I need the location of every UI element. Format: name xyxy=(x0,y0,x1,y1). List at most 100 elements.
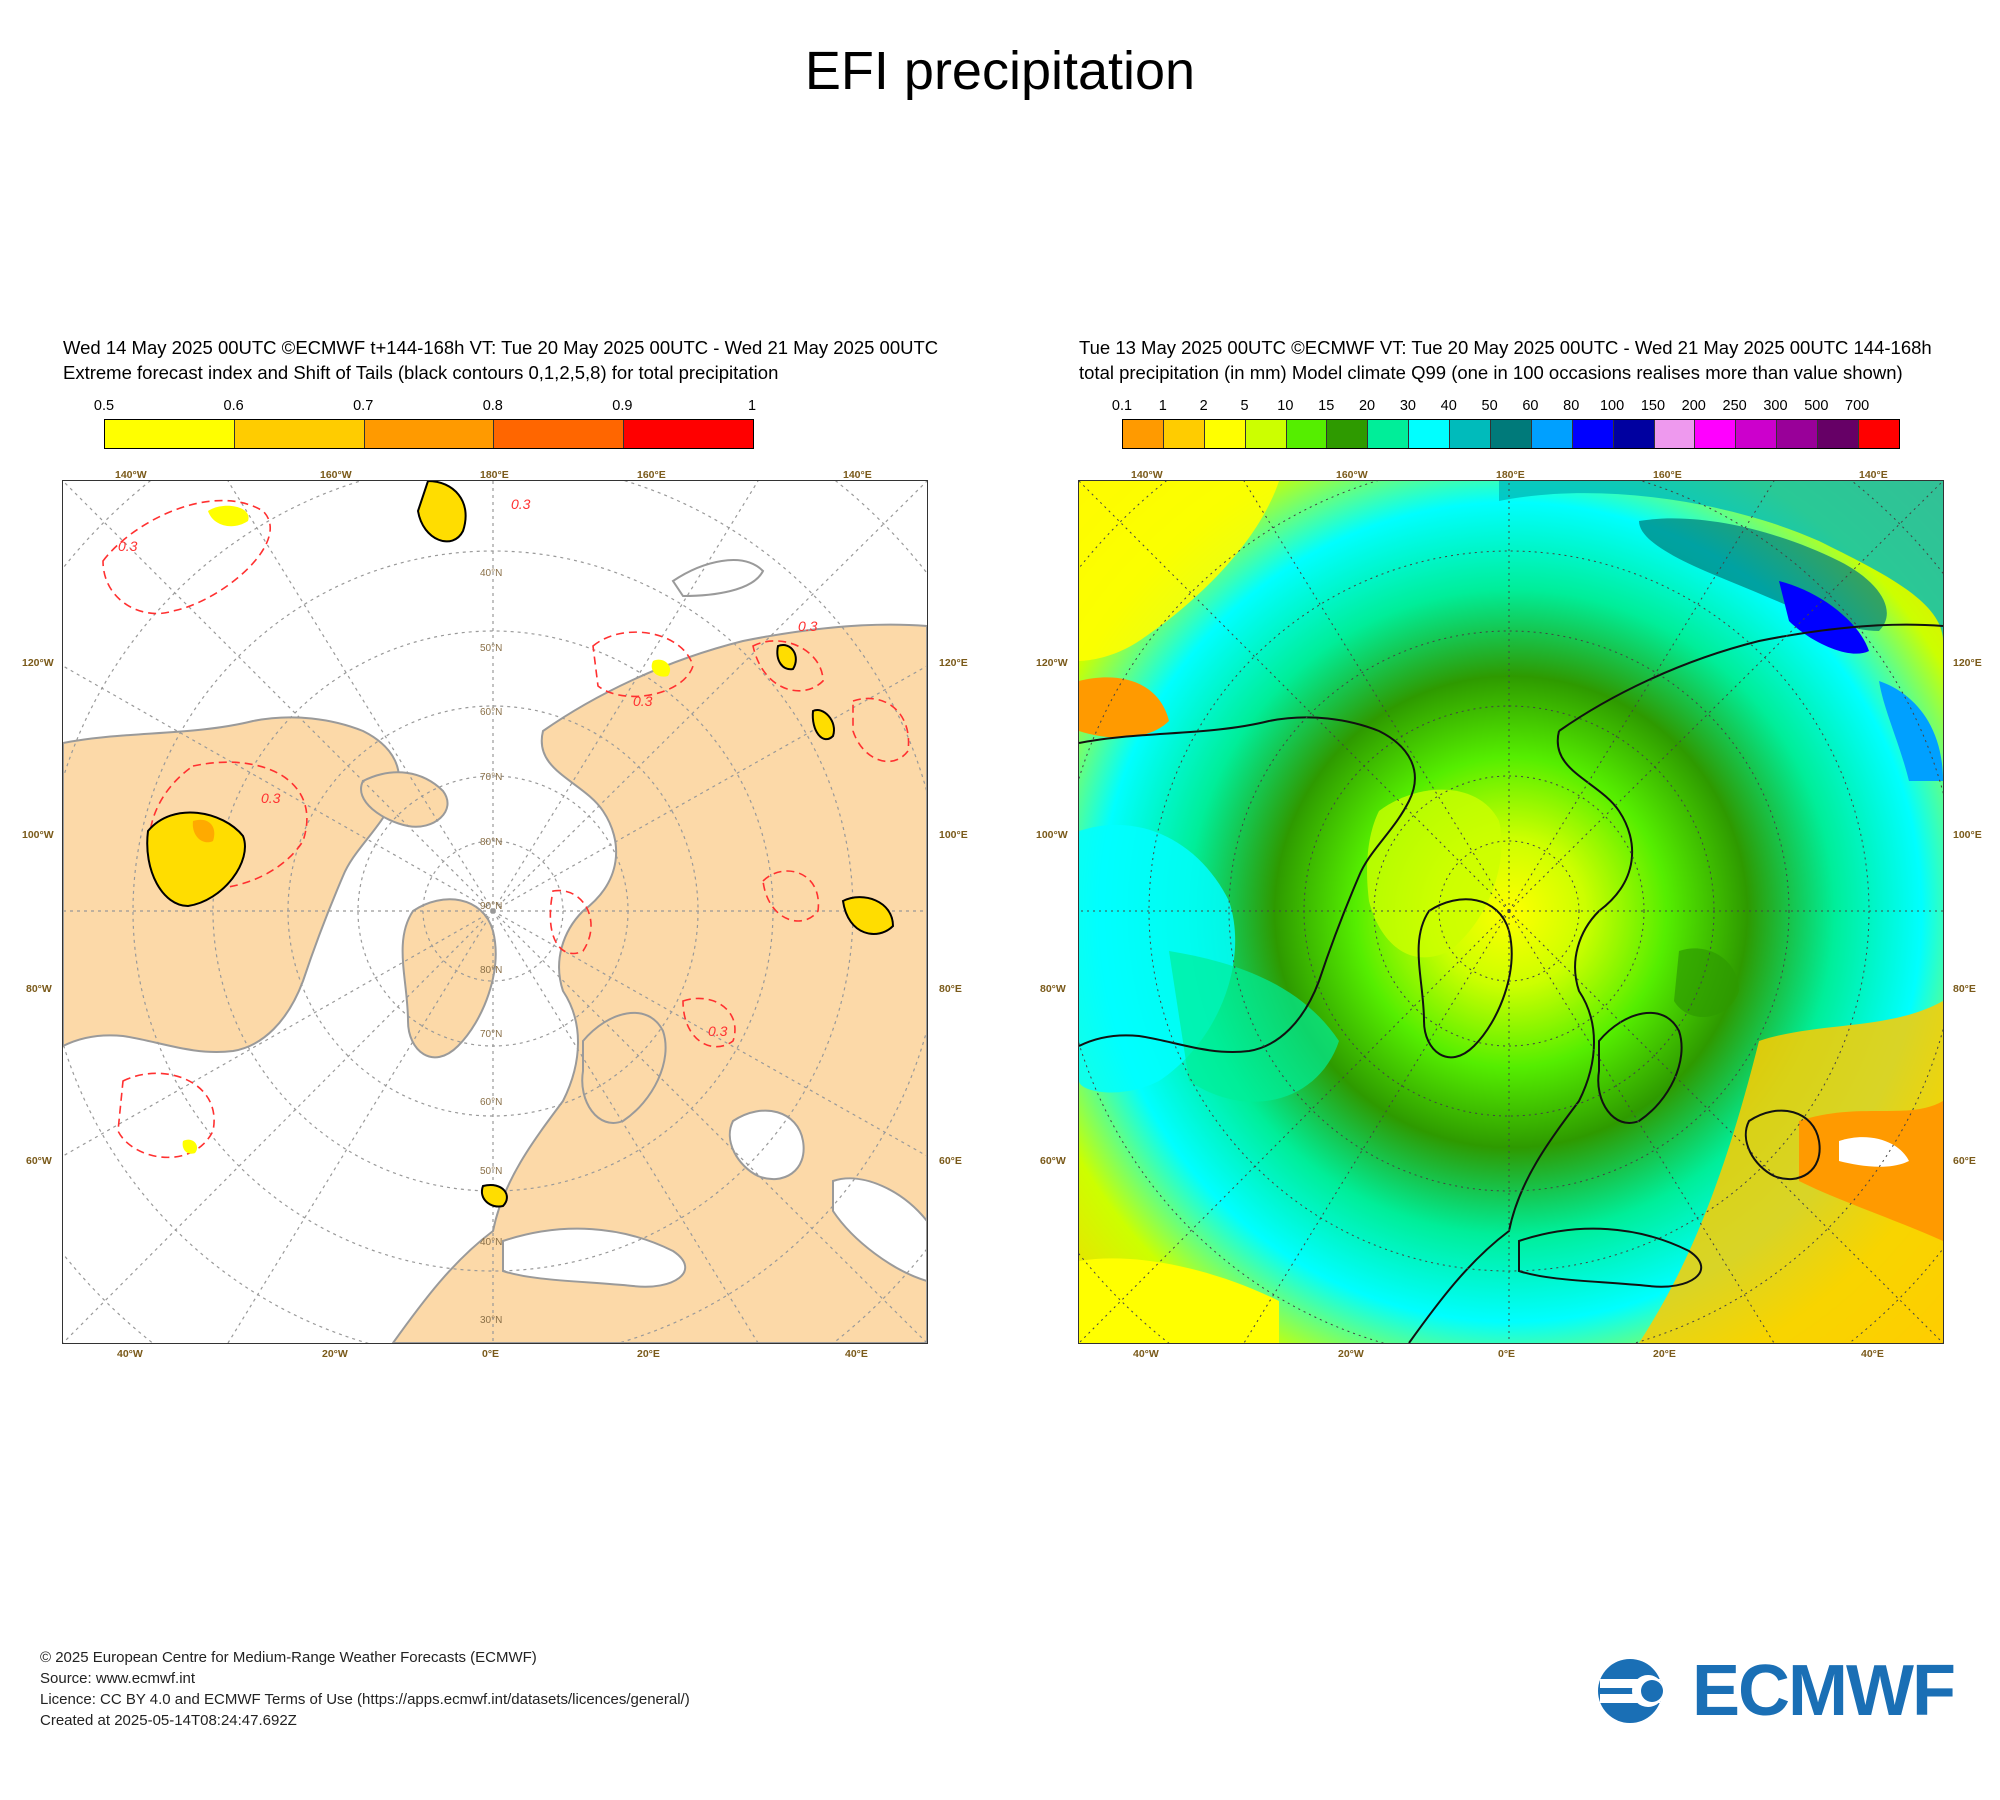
contour-label: 0.3 xyxy=(798,618,818,634)
land-scandinavia xyxy=(581,1012,667,1124)
precip-low-west xyxy=(1079,677,1169,738)
ecmwf-logo-icon xyxy=(1598,1659,1664,1723)
lon-label: 40°E xyxy=(845,1348,868,1360)
lon-label: 140°E xyxy=(843,469,872,481)
graticule-right xyxy=(1079,481,1943,1343)
colorbar-tick-label: 80 xyxy=(1563,398,1580,414)
contour-label: 0.3 xyxy=(261,790,281,806)
lon-label: 120°W xyxy=(22,657,54,669)
lon-label: 80°W xyxy=(1040,983,1066,995)
lat-label: 80°N xyxy=(480,965,503,976)
lon-label: 160°E xyxy=(1653,469,1682,481)
precip-greenland xyxy=(1367,789,1502,958)
colorbar-swatch xyxy=(234,420,365,448)
colorbar-tick-label: 250 xyxy=(1722,398,1747,414)
colorbar-tick-label: 5 xyxy=(1240,398,1249,414)
right-header-line1: Tue 13 May 2025 00UTC ©ECMWF VT: Tue 20 … xyxy=(1079,337,1932,358)
colorbar-swatch xyxy=(1572,420,1614,448)
colorbar-swatch xyxy=(1123,420,1164,448)
lon-label: 120°E xyxy=(1953,657,1982,669)
lon-label: 160°W xyxy=(320,469,352,481)
lon-label: 100°E xyxy=(939,829,968,841)
right-colorbar xyxy=(1122,419,1900,449)
contour-label: 0.3 xyxy=(118,538,138,554)
left-map[interactable]: 0.3 0.3 0.3 0.3 0.3 0.3 xyxy=(62,480,928,1344)
colorbar-tick-label: 200 xyxy=(1681,398,1706,414)
colorbar-swatch xyxy=(1409,420,1451,448)
lon-label: 40°W xyxy=(1133,1348,1159,1360)
precip-nodata-se xyxy=(1839,1137,1909,1167)
footer-copyright: © 2025 European Centre for Medium-Range … xyxy=(40,1649,537,1666)
precip-low-se xyxy=(1639,1001,1943,1343)
lon-label: 120°E xyxy=(939,657,968,669)
lat-label: 40°N xyxy=(480,1237,503,1248)
page-title: EFI precipitation xyxy=(804,41,1196,101)
colorbar-tick-label: 60 xyxy=(1522,398,1539,414)
colorbar-tick-label: 10 xyxy=(1277,398,1294,414)
lon-label: 180°E xyxy=(480,469,509,481)
colorbar-swatch xyxy=(1736,420,1778,448)
precip-pacific xyxy=(1499,481,1943,641)
contour-label: 0.3 xyxy=(633,693,653,709)
colorbar-tick-label: 1 xyxy=(747,398,757,414)
precip-max-light-blue xyxy=(1879,681,1943,781)
colorbar-swatch xyxy=(1491,420,1532,448)
right-map-svg xyxy=(1079,481,1943,1343)
colorbar-swatch xyxy=(1613,420,1655,448)
lat-label: 70°N xyxy=(480,772,503,783)
lat-label: 30°N xyxy=(480,1315,503,1326)
colorbar-swatch xyxy=(1695,420,1737,448)
lon-label: 80°E xyxy=(1953,983,1976,995)
colorbar-tick-label: 1 xyxy=(1158,398,1167,414)
precip-max-blue xyxy=(1779,581,1869,654)
lon-label: 100°E xyxy=(1953,829,1982,841)
footer-licence[interactable]: Licence: CC BY 4.0 and ECMWF Terms of Us… xyxy=(40,1691,690,1708)
precip-siberia xyxy=(1674,948,1739,1018)
colorbar-swatch xyxy=(105,420,235,448)
colorbar-swatch xyxy=(1245,420,1287,448)
lat-label: 60°N xyxy=(480,707,503,718)
colorbar-tick-label: 15 xyxy=(1318,398,1335,414)
lon-label: 140°W xyxy=(115,469,147,481)
right-map[interactable] xyxy=(1078,480,1944,1344)
lat-label: 50°N xyxy=(480,643,503,654)
colorbar-tick-label: 0.7 xyxy=(353,398,374,414)
lon-label: 140°E xyxy=(1859,469,1888,481)
left-panel-header: Wed 14 May 2025 00UTC ©ECMWF t+144-168h … xyxy=(63,335,938,385)
colorbar-swatch xyxy=(1818,420,1860,448)
land-greenland xyxy=(401,898,497,1059)
left-colorbar xyxy=(104,419,754,449)
right-colorbar-ticks: 0.1 1 2 5 10 15 20 30 40 50 60 80 100 150 200 250 300 500… xyxy=(1112,398,1902,418)
precip-low-nw xyxy=(1079,481,1279,661)
footer-source[interactable]: Source: www.ecmwf.int xyxy=(40,1670,196,1687)
contour-label: 0.3 xyxy=(511,496,531,512)
lat-label: 40°N xyxy=(480,568,503,579)
lat-label: 50°N xyxy=(480,1166,503,1177)
colorbar-tick-label: 0.9 xyxy=(612,398,633,414)
lon-label: 100°W xyxy=(22,829,54,841)
efi-contours xyxy=(102,499,910,1159)
precip-low-sw xyxy=(1079,1258,1279,1343)
lon-label: 20°E xyxy=(637,1348,660,1360)
colorbar-tick-label: 0.5 xyxy=(93,398,115,414)
colorbar-tick-label: 500 xyxy=(1804,398,1829,414)
colorbar-tick-label: 0.6 xyxy=(223,398,244,414)
colorbar-tick-label: 150 xyxy=(1640,398,1666,414)
colorbar-swatch xyxy=(1654,420,1696,448)
lon-label: 60°W xyxy=(1040,1155,1066,1167)
lon-label: 100°W xyxy=(1036,829,1068,841)
lon-label: 60°E xyxy=(939,1155,962,1167)
colorbar-tick-label: 40 xyxy=(1440,398,1457,414)
lon-label: 20°E xyxy=(1653,1348,1676,1360)
colorbar-swatch xyxy=(1163,420,1205,448)
land-north-america xyxy=(63,716,400,1053)
lat-label: 80°N xyxy=(480,837,503,848)
colorbar-tick-label: 0.8 xyxy=(482,398,503,414)
land-arctic-islands xyxy=(360,771,449,828)
coastlines xyxy=(1079,623,1943,1343)
colorbar-tick-label: 2 xyxy=(1199,398,1208,414)
lon-label: 20°W xyxy=(1338,1348,1364,1360)
lon-label: 160°E xyxy=(637,469,666,481)
lon-label: 160°W xyxy=(1336,469,1368,481)
lon-label: 80°W xyxy=(26,983,52,995)
